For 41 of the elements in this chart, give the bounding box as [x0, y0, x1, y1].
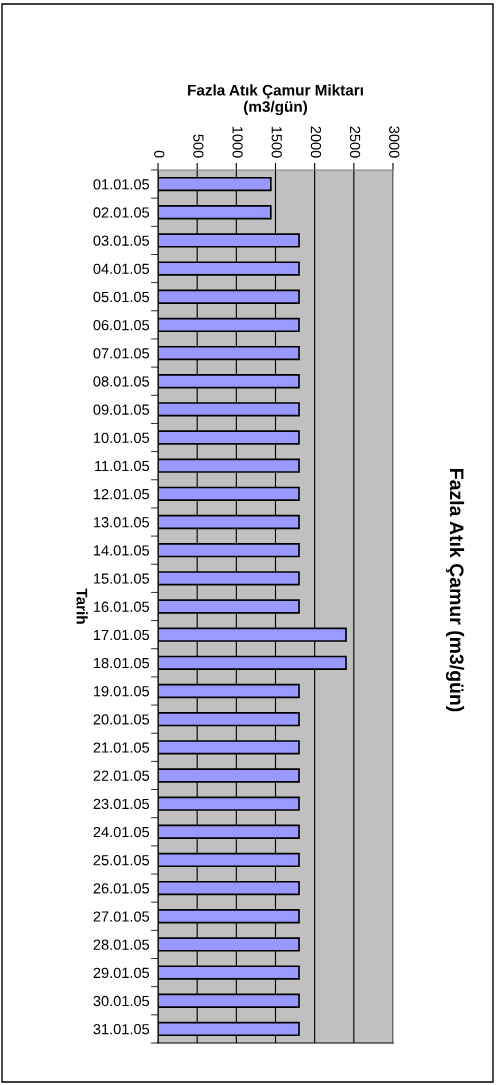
y-axis-title: Tarih: [76, 588, 88, 624]
x-tick-label: 0: [154, 150, 165, 158]
x-tick-label: 2500: [349, 126, 361, 158]
y-tick-label: 17.01.05: [94, 629, 150, 641]
y-tick-label: 31.01.05: [93, 1024, 150, 1035]
y-tick-label: 03.01.05: [93, 235, 150, 246]
y-tick-label: 30.01.05: [93, 995, 150, 1007]
y-tick-label: 04.01.05: [93, 263, 150, 274]
y-tick-label: 08.01.05: [93, 376, 150, 387]
x-tick-label: 1500: [271, 126, 282, 158]
y-tick-label: 26.01.05: [93, 883, 150, 894]
y-tick-label: 12.01.05: [94, 488, 150, 500]
y-tick-label: 29.01.05: [93, 967, 150, 979]
x-axis-title: Fazla Atık Çamur Miktarı (m3/gün): [188, 84, 363, 116]
y-tick-label: 06.01.05: [93, 319, 150, 331]
y-tick-label: 20.01.05: [93, 714, 150, 725]
y-tick-label: 22.01.05: [93, 770, 150, 781]
y-tick-label: 13.01.05: [94, 517, 150, 528]
y-tick-label: 01.01.05: [93, 179, 150, 190]
y-tick-label: 10.01.05: [94, 432, 150, 443]
y-tick-label: 07.01.05: [93, 348, 150, 359]
y-tick-label: 27.01.05: [93, 911, 150, 922]
x-tick-label: 500: [193, 134, 204, 158]
y-tick-label: 19.01.05: [94, 686, 150, 697]
y-tick-label: 16.01.05: [94, 601, 150, 612]
x-tick-label: 2000: [310, 126, 322, 158]
x-tick-label: 3000: [389, 126, 400, 158]
y-tick-label: 15.01.05: [94, 573, 150, 584]
y-tick-label: 14.01.05: [94, 545, 150, 556]
y-tick-label: 24.01.05: [93, 826, 150, 838]
y-tick-label: 18.01.05: [94, 657, 150, 669]
y-tick-label: 09.01.05: [93, 404, 150, 415]
y-tick-label: 21.01.05: [93, 742, 150, 753]
y-tick-label: 02.01.05: [93, 207, 150, 218]
x-tick-label: 1000: [232, 126, 243, 158]
y-tick-label: 28.01.05: [93, 939, 150, 950]
text: Fazla Atık Çamur (m3/gün): [445, 469, 465, 712]
y-tick-label: 05.01.05: [93, 291, 150, 303]
y-tick-label: 23.01.05: [93, 798, 150, 810]
y-tick-label: 11.01.05: [95, 460, 150, 472]
y-tick-label: 25.01.05: [93, 855, 150, 866]
